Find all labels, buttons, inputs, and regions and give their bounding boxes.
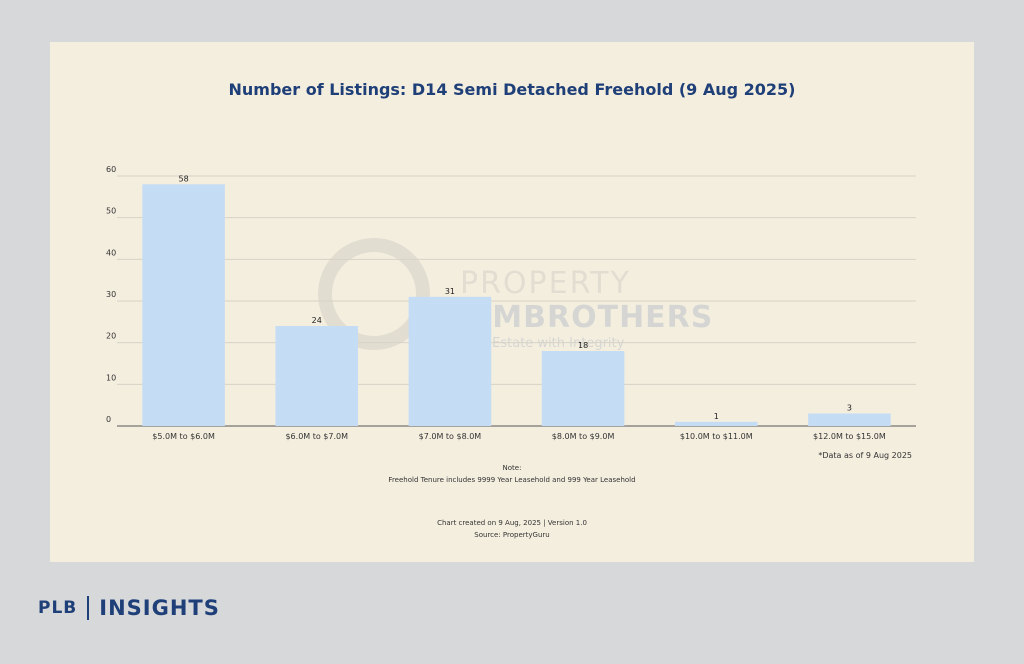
data-as-of-note: *Data as of 9 Aug 2025 bbox=[818, 451, 912, 460]
x-tick-label: $10.0M to $11.0M bbox=[680, 432, 753, 441]
x-tick-label: $5.0M to $6.0M bbox=[152, 432, 215, 441]
data-label: 18 bbox=[578, 341, 588, 350]
data-label: 58 bbox=[178, 174, 188, 183]
y-tick-label: 40 bbox=[106, 248, 116, 257]
bar bbox=[674, 421, 758, 426]
x-tick-label: $12.0M to $15.0M bbox=[813, 432, 886, 441]
bar bbox=[808, 413, 891, 426]
chart-card: Number of Listings: D14 Semi Detached Fr… bbox=[50, 42, 974, 562]
brand-plb: PLB bbox=[38, 598, 78, 618]
chart-title: Number of Listings: D14 Semi Detached Fr… bbox=[228, 80, 796, 99]
bar bbox=[275, 326, 359, 426]
note-text: Freehold Tenure includes 9999 Year Lease… bbox=[388, 476, 636, 484]
data-label: 24 bbox=[312, 316, 322, 325]
data-label: 3 bbox=[847, 404, 852, 413]
brand-divider bbox=[87, 596, 90, 620]
data-label: 1 bbox=[714, 412, 719, 421]
y-tick-label: 0 bbox=[106, 415, 111, 424]
chart-source: Source: PropertyGuru bbox=[474, 531, 550, 539]
note-title: Note: bbox=[502, 464, 522, 472]
bar-chart: 0 10 20 30 40 50 60 58 $5.0M to $6.0M 24 $6.0M to … bbox=[106, 165, 916, 441]
x-tick-label: $7.0M to $8.0M bbox=[419, 432, 482, 441]
x-tick-label: $6.0M to $7.0M bbox=[285, 432, 348, 441]
bar bbox=[142, 184, 225, 426]
chart-created: Chart created on 9 Aug, 2025 | Version 1… bbox=[437, 519, 587, 527]
y-tick-label: 60 bbox=[106, 165, 116, 174]
x-tick-label: $8.0M to $9.0M bbox=[552, 432, 615, 441]
bar bbox=[408, 296, 492, 426]
y-tick-label: 10 bbox=[106, 373, 116, 382]
y-tick-label: 50 bbox=[106, 207, 116, 216]
y-tick-label: 20 bbox=[106, 332, 116, 341]
bar bbox=[541, 351, 625, 426]
brand-logo: PLB INSIGHTS bbox=[38, 596, 220, 620]
brand-insights: INSIGHTS bbox=[99, 596, 220, 620]
data-label: 31 bbox=[445, 287, 455, 296]
y-tick-label: 30 bbox=[106, 290, 116, 299]
